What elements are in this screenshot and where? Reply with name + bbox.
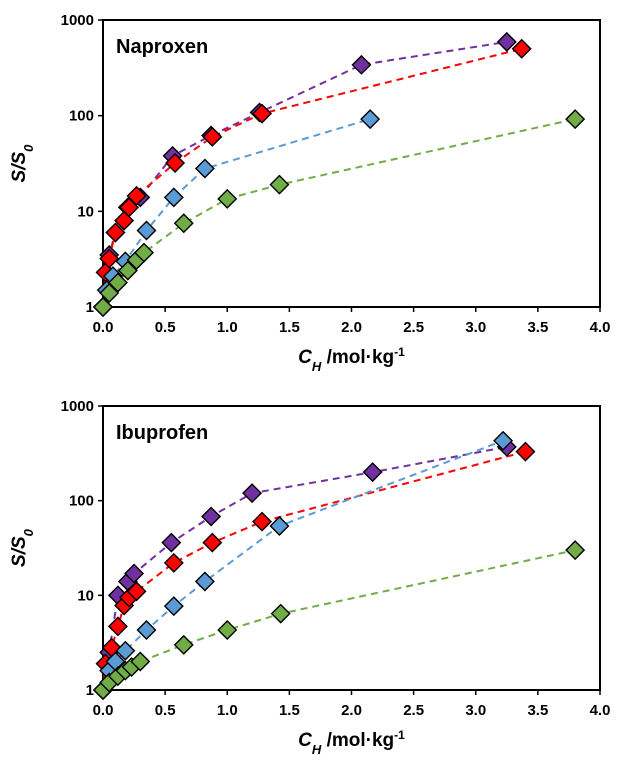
x-tick-label: 3.0 <box>465 702 486 719</box>
series-4-point <box>565 109 586 130</box>
x-tick-label: 2.0 <box>341 702 362 719</box>
y-tick-label: 100 <box>69 108 94 125</box>
y-tick-label: 10 <box>77 203 94 220</box>
series-2-point <box>202 532 223 553</box>
series-2-point <box>202 126 223 147</box>
series-4-point <box>99 283 120 304</box>
series-4-point <box>565 540 586 561</box>
series-2-point <box>105 222 126 243</box>
y-tick-label: 10 <box>77 587 94 604</box>
series-3-point <box>269 516 290 536</box>
series-4-point <box>130 651 151 672</box>
series-1-point <box>201 506 222 527</box>
series-line-3 <box>102 439 504 691</box>
series-line-1 <box>102 445 507 691</box>
x-tick-label: 2.5 <box>403 702 424 719</box>
series-1-point <box>161 532 182 553</box>
series-line-3 <box>102 118 371 308</box>
series-4-point <box>117 260 138 281</box>
series-4-point <box>269 174 290 195</box>
series-4-point <box>217 620 238 641</box>
y-axis-label: S/S0 <box>9 144 36 183</box>
x-axis-label: CH /mol·kg-1 <box>298 345 405 374</box>
series-4-point <box>217 188 238 209</box>
series-4-point <box>107 272 128 293</box>
series-3-point <box>163 596 184 617</box>
series-4-point <box>93 297 113 317</box>
x-tick-label: 3.0 <box>465 319 486 336</box>
series-2-point <box>252 103 273 124</box>
series-4-point <box>270 603 291 624</box>
x-tick-label: 1.5 <box>279 702 300 719</box>
series-2-point <box>165 153 186 173</box>
panel-title: Naproxen <box>116 36 208 58</box>
series-line-2 <box>102 450 526 691</box>
series-3-point <box>115 640 136 661</box>
series-line-1 <box>102 40 507 308</box>
series-3-point <box>493 430 514 451</box>
x-tick-label: 4.0 <box>590 702 611 719</box>
series-3-point <box>194 158 215 179</box>
y-tick-label: 1 <box>86 682 94 699</box>
x-tick-label: 1.0 <box>217 702 238 719</box>
series-4-point <box>134 242 154 263</box>
series-1-point <box>242 483 263 504</box>
x-tick-label: 0.5 <box>155 319 176 336</box>
y-tick-label: 1000 <box>61 12 94 29</box>
chart-panel-1: 1 10 100 1000 0.0 0.5 1.0 1.5 2.0 2.5 3.0 3.5 4.0 Nap… <box>9 12 610 374</box>
x-tick-label: 0.0 <box>93 702 114 719</box>
series-line-2 <box>102 47 522 308</box>
x-tick-label: 2.5 <box>403 319 424 336</box>
x-tick-label: 4.0 <box>590 319 611 336</box>
x-tick-label: 0.0 <box>93 319 114 336</box>
series-3-point <box>136 220 157 241</box>
x-tick-label: 1.5 <box>279 319 300 336</box>
series-3-point <box>163 187 184 208</box>
x-tick-label: 3.5 <box>527 702 548 719</box>
panel-title: Ibuprofen <box>116 422 208 444</box>
series-4-point <box>173 213 194 234</box>
y-axis-label: S/S0 <box>9 528 36 567</box>
x-tick-label: 1.0 <box>217 319 238 336</box>
y-tick-label: 1000 <box>61 398 94 415</box>
series-2-point <box>107 616 128 637</box>
series-1-point <box>362 462 383 483</box>
series-1-point <box>124 563 145 584</box>
x-tick-label: 3.5 <box>527 319 548 336</box>
series-1-point <box>496 31 517 52</box>
series-1-point <box>351 54 372 75</box>
series-2-point <box>99 248 120 269</box>
y-tick-label: 100 <box>69 493 94 510</box>
series-2-point <box>515 441 536 462</box>
series-2-point <box>163 552 184 573</box>
x-tick-label: 2.0 <box>341 319 362 336</box>
series-3-point <box>360 109 381 130</box>
series-2-point <box>511 38 532 59</box>
series-3-point <box>194 571 215 592</box>
series-2-point <box>252 511 273 532</box>
series-2-point <box>126 581 147 602</box>
series-2-point <box>126 185 147 206</box>
chart-panel-2: 1 10 100 1000 0.0 0.5 1.0 1.5 2.0 2.5 3.0 3.5 4.0 Ibu… <box>9 398 610 757</box>
x-axis-label: CH /mol·kg-1 <box>298 728 405 757</box>
x-tick-label: 0.5 <box>155 702 176 719</box>
series-4-point <box>173 634 194 655</box>
y-tick-label: 1 <box>86 299 94 316</box>
series-3-point <box>136 620 157 641</box>
